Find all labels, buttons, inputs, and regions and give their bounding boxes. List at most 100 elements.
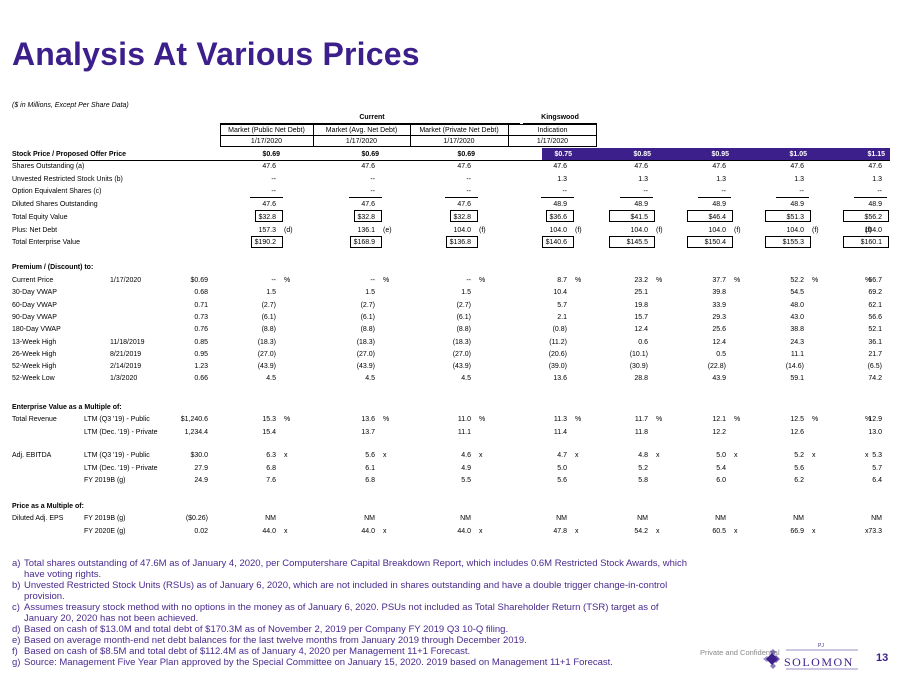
total-equity-box: [255, 210, 283, 222]
current-group-header: Current: [359, 114, 385, 121]
table-cell: --: [271, 188, 276, 195]
row-period: FY 2019B (g): [84, 515, 126, 522]
table-cell: --: [877, 188, 882, 195]
subtotal-rule: [349, 197, 382, 198]
footnote-text: Assumes treasury stock method with no op…: [24, 602, 659, 624]
unit-suffix: x: [383, 452, 387, 459]
kingswood-group-header: Kingswood: [541, 114, 579, 121]
table-cell: 47.8: [553, 528, 567, 535]
table-cell: $168.9: [353, 239, 375, 246]
table-cell: 44.0: [262, 528, 276, 535]
table-cell: (8.8): [456, 326, 471, 334]
table-cell: 47.6: [361, 163, 375, 170]
table-cell: 104.0: [864, 226, 882, 234]
table-cell: 38.8: [790, 326, 804, 334]
table-cell: 12.4: [712, 338, 726, 346]
table-cell: 5.6: [557, 477, 567, 484]
unit-suffix: x: [656, 452, 660, 459]
footnote-marker: e): [12, 635, 21, 646]
table-cell: 0.5: [716, 350, 726, 358]
table-cell: $32.8: [258, 214, 276, 221]
table-cell: (27.0): [452, 350, 471, 358]
footnote-marker: a): [12, 558, 21, 569]
subtotal-rule: [854, 197, 887, 198]
table-cell: 1.3: [872, 175, 882, 183]
unit-suffix: %: [284, 416, 291, 423]
page-title: Analysis At Various Prices: [12, 36, 420, 72]
total-equity-box: [354, 210, 382, 222]
table-cell: 1.3: [557, 175, 567, 183]
table-cell: NM: [265, 515, 276, 522]
row-metric: $1,240.6: [180, 416, 208, 423]
group-label: Diluted Adj. EPS: [12, 515, 64, 522]
table-cell: 47.6: [790, 163, 804, 170]
offer-value: $0.95: [711, 151, 729, 158]
footnote-ref: (f): [734, 226, 741, 234]
table-cell: 11.7: [634, 416, 648, 423]
unit-suffix: x: [656, 528, 660, 535]
table-cell: 11.1: [790, 350, 804, 358]
table-cell: 11.4: [553, 428, 567, 436]
table-cell: $160.1: [860, 239, 882, 246]
row-date: 11/18/2019: [110, 338, 145, 346]
table-cell: 13.6: [361, 416, 375, 423]
unit-suffix: %: [284, 277, 291, 284]
table-cell: 59.1: [790, 375, 804, 383]
table-cell: $32.8: [357, 214, 375, 221]
table-cell: 6.3: [266, 452, 276, 459]
table-cell: 47.6: [553, 163, 567, 170]
unit-suffix: %: [734, 277, 741, 284]
row-period: LTM (Dec. '19) - Private: [84, 428, 158, 436]
unit-suffix: %: [656, 416, 663, 423]
table-cell: (6.1): [456, 313, 471, 321]
offer-value: $0.69: [361, 151, 379, 158]
unit-suffix: x: [734, 452, 738, 459]
logo-superscript: PJ: [818, 643, 824, 649]
total-equity-box: [843, 210, 889, 222]
table-cell: 4.6: [461, 452, 471, 459]
current-header-rule: [220, 123, 520, 124]
row-label: 60-Day VWAP: [12, 301, 57, 309]
table-cell: 11.3: [553, 416, 567, 423]
footnote-marker: f): [12, 646, 18, 657]
unit-suffix: x: [734, 528, 738, 535]
table-cell: 4.5: [461, 375, 471, 383]
footnote-item: b) Unvested Restricted Stock Units (RSUs)…: [12, 580, 692, 602]
table-cell: (6.1): [360, 313, 375, 321]
row-period: FY 2020E (g): [84, 528, 126, 535]
table-cell: (22.8): [707, 363, 726, 371]
pj-solomon-logo: [763, 649, 858, 670]
total-equity-box: [765, 210, 811, 222]
total-ev-box: [350, 236, 382, 248]
row-label: 52-Week Low: [12, 375, 55, 383]
table-cell: (2.7): [261, 301, 276, 309]
table-cell: 13.0: [868, 428, 882, 436]
table-cell: 5.3: [872, 452, 882, 459]
row-price: 0.66: [194, 375, 208, 383]
table-cell: 104.0: [708, 226, 726, 234]
table-cell: (14.6): [785, 363, 804, 371]
table-cell: (0.8): [552, 326, 567, 334]
table-cell: $150.4: [704, 239, 726, 246]
subtotal-rule: [541, 197, 574, 198]
row-price: 1.23: [194, 363, 208, 371]
footnote-ref: (f): [479, 226, 486, 234]
table-cell: 5.2: [794, 452, 804, 459]
table-cell: 44.0: [457, 528, 471, 535]
table-cell: 4.5: [365, 375, 375, 383]
table-cell: $41.5: [630, 214, 648, 221]
table-cell: 5.7: [872, 464, 882, 472]
subtotal-rule: [250, 197, 283, 198]
table-cell: 47.6: [634, 163, 648, 170]
total-ev-box: [251, 236, 283, 248]
offer-value: $0.85: [633, 151, 651, 158]
footnote-ref: (f): [575, 226, 582, 234]
footnote-ref: (f): [812, 226, 819, 234]
page-number: 13: [876, 652, 889, 664]
section-heading: Enterprise Value as a Multiple of:: [12, 404, 122, 411]
table-cell: 1.5: [266, 289, 276, 297]
section-heading: Premium / (Discount) to:: [12, 264, 94, 271]
table-cell: $36.6: [549, 214, 567, 221]
table-cell: --: [466, 188, 471, 195]
table-cell: 48.9: [712, 200, 726, 208]
